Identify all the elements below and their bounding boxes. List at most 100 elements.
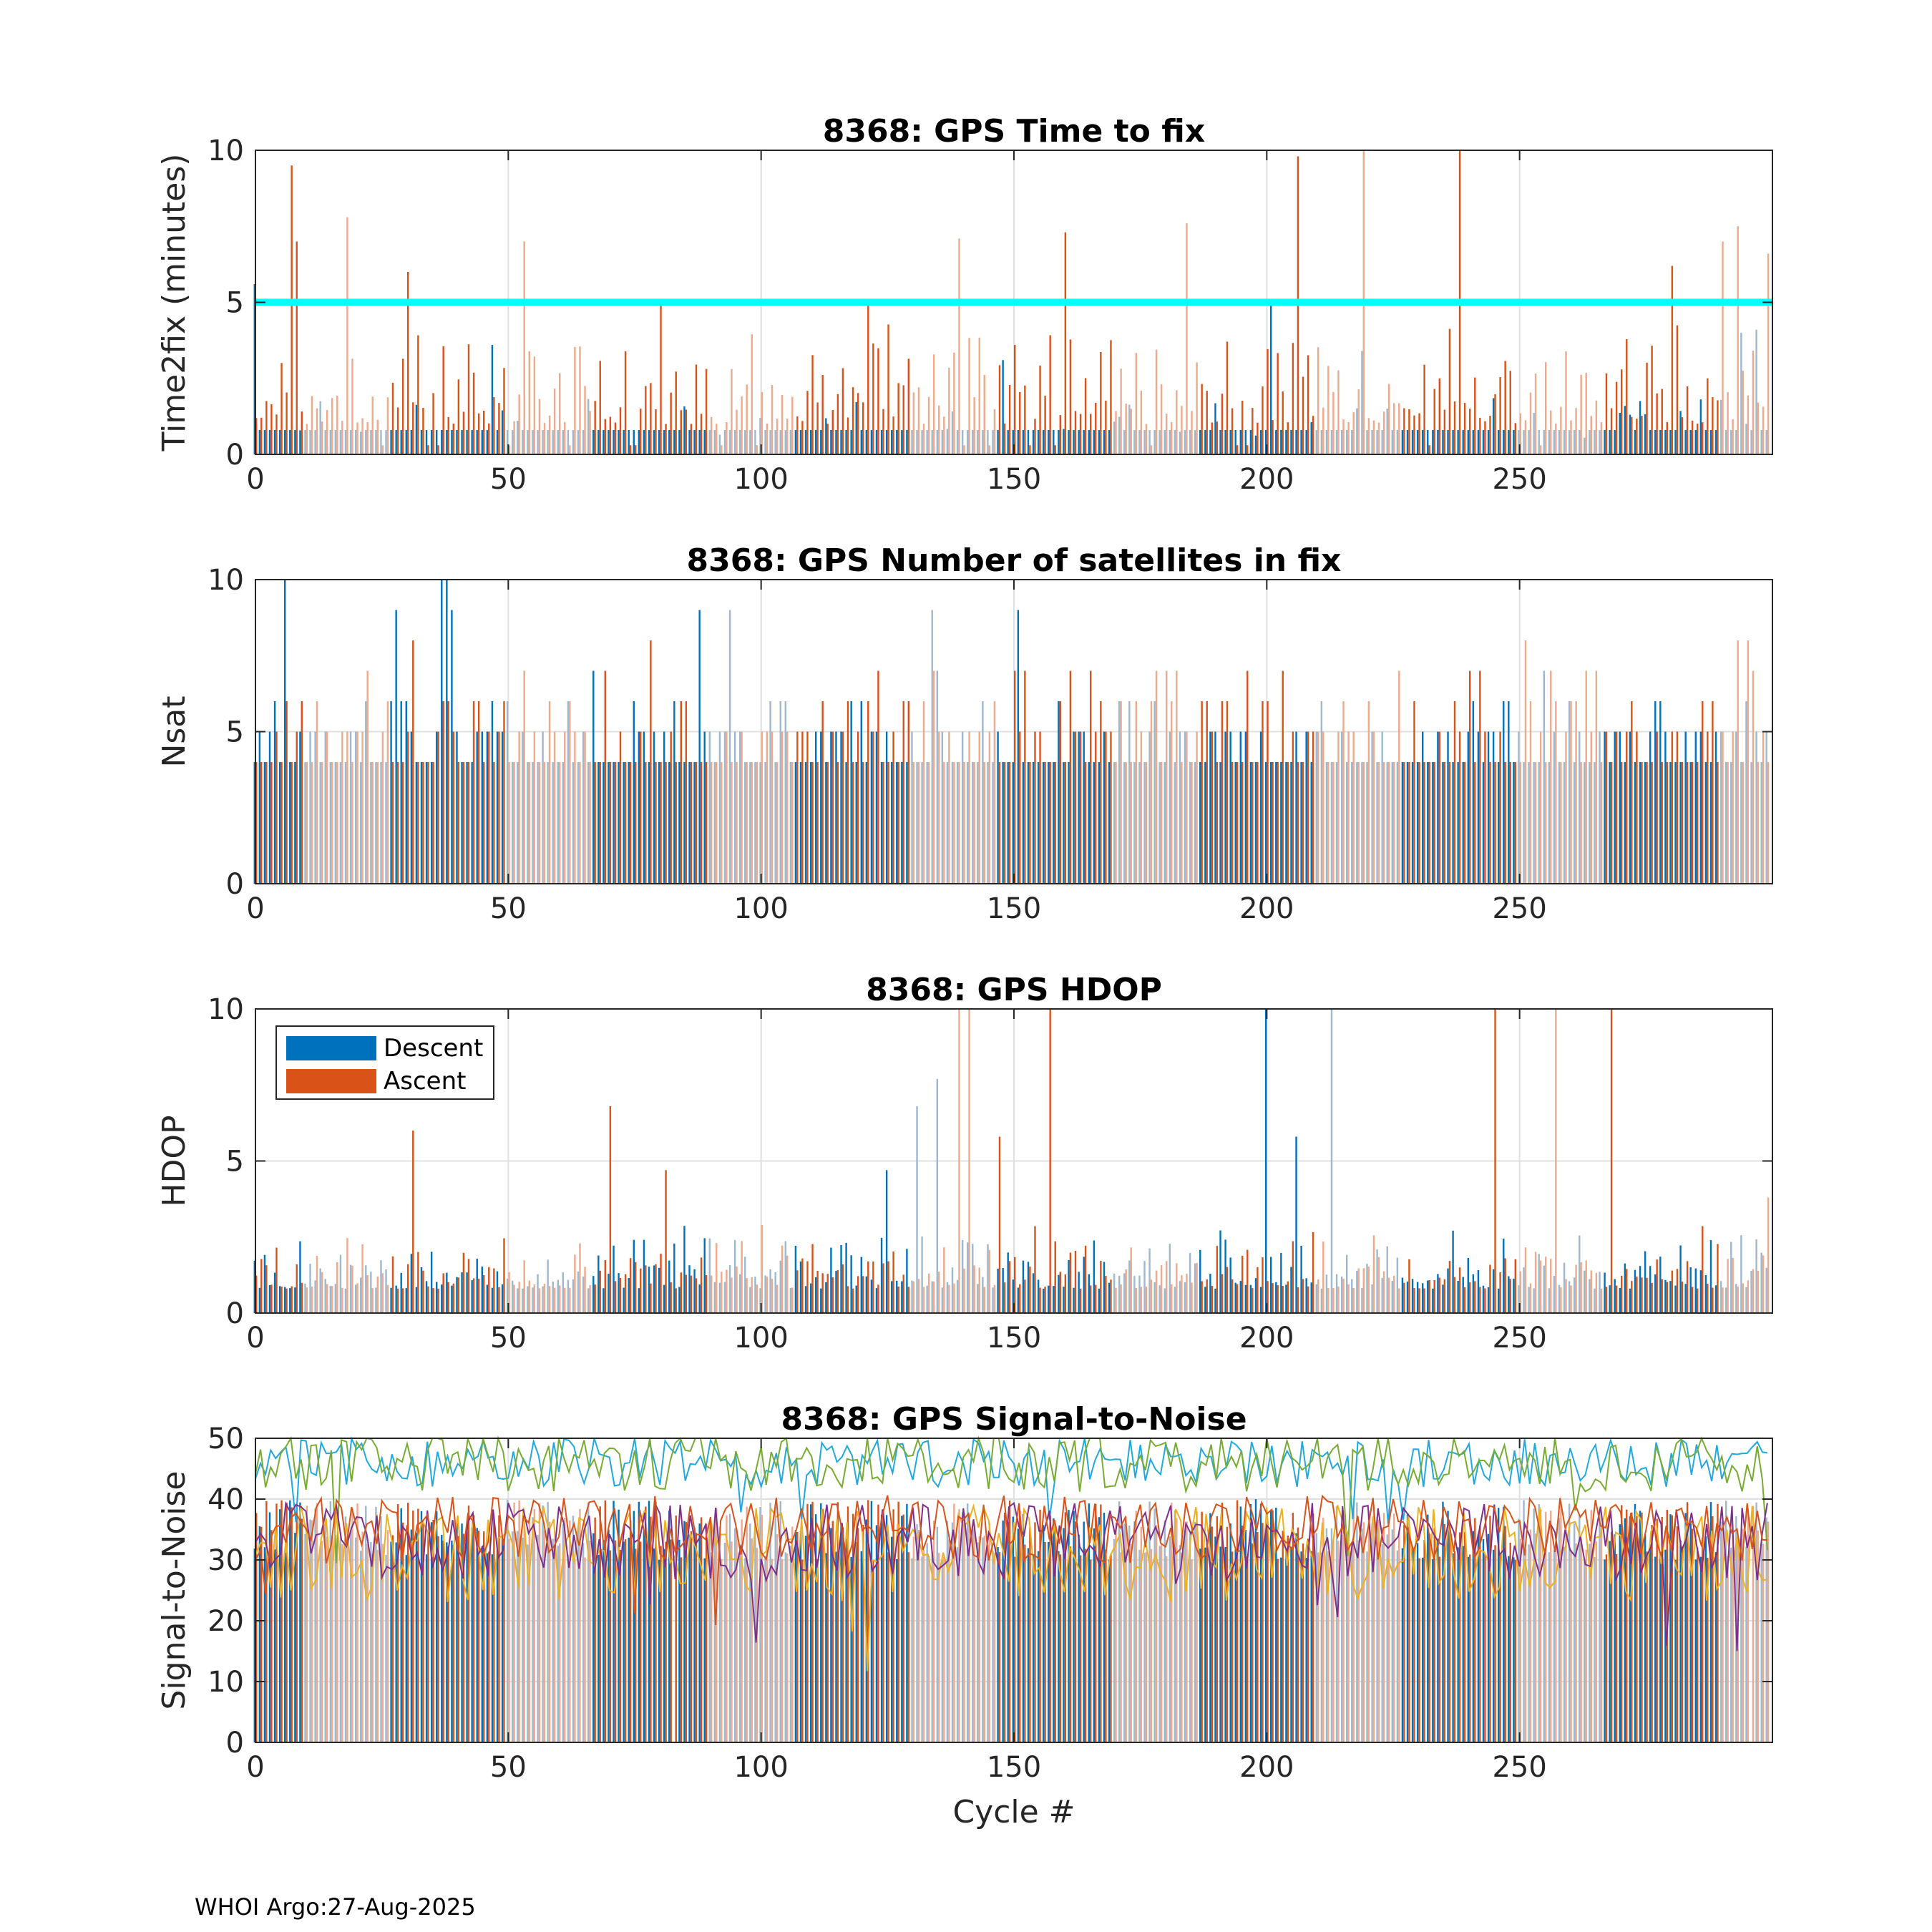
descent-bar	[1714, 430, 1717, 454]
series-line-sat3	[255, 1503, 1768, 1672]
ascent-bar	[1752, 1506, 1755, 1742]
descent-bar	[324, 1279, 326, 1313]
descent-bar	[809, 430, 812, 454]
ascent-bar	[1484, 731, 1486, 884]
ascent-bar	[1474, 1281, 1476, 1313]
descent-bar	[425, 430, 428, 454]
descent-bar	[405, 701, 407, 884]
ascent-bar	[513, 1502, 515, 1742]
descent-bar	[1113, 1538, 1116, 1742]
descent-bar	[896, 762, 898, 884]
ascent-bar	[670, 731, 672, 884]
ascent-bar	[836, 394, 839, 454]
descent-bar	[754, 762, 756, 884]
descent-bar	[319, 401, 321, 454]
descent-bar	[1275, 762, 1277, 884]
descent-bar	[1244, 1529, 1247, 1742]
ascent-bar	[1191, 762, 1193, 884]
descent-bar	[906, 1249, 908, 1313]
descent-bar	[1108, 1559, 1111, 1742]
descent-bar	[728, 1264, 731, 1313]
ascent-bar	[1661, 1279, 1663, 1313]
ascent-bar	[1347, 731, 1350, 884]
descent-bar	[1002, 762, 1004, 884]
ascent-bar	[321, 421, 323, 454]
ascent-bar	[746, 762, 748, 884]
ascent-bar	[938, 405, 940, 454]
descent-bar	[906, 1503, 908, 1742]
ascent-bar	[452, 423, 455, 454]
ascent-bar	[1211, 1285, 1214, 1313]
descent-bar	[395, 610, 397, 884]
descent-bar	[1063, 762, 1065, 884]
descent-bar	[1584, 1270, 1586, 1313]
ascent-bar	[675, 1288, 677, 1313]
descent-bar	[718, 1526, 721, 1742]
ascent-bar	[518, 1501, 520, 1742]
ascent-bar	[1453, 1277, 1456, 1313]
descent-bar	[253, 1260, 255, 1313]
series-line-sat1	[255, 1436, 1768, 1524]
descent-bar	[1169, 731, 1171, 884]
descent-bar	[1219, 430, 1221, 454]
ascent-bar	[766, 1546, 769, 1742]
ascent-bar	[1636, 419, 1638, 454]
ascent-bar	[690, 1531, 693, 1742]
descent-bar	[552, 762, 554, 884]
ascent-bar	[1479, 1525, 1481, 1742]
ascent-bar	[296, 1264, 298, 1313]
descent-bar	[845, 1538, 847, 1742]
descent-bar	[1113, 421, 1116, 454]
descent-bar	[703, 1238, 706, 1313]
ascent-bar	[396, 762, 399, 884]
ascent-bar	[1423, 1288, 1425, 1313]
ascent-bar	[255, 418, 258, 454]
ascent-bar	[1666, 762, 1669, 884]
descent-bar	[1037, 430, 1040, 454]
ascent-bar	[1226, 1267, 1229, 1313]
descent-bar	[481, 1546, 483, 1742]
descent-bar	[1589, 1279, 1591, 1313]
ascent-bar	[1029, 1527, 1031, 1742]
descent-bar	[1437, 430, 1439, 454]
descent-bar	[1604, 430, 1606, 454]
descent-bar	[1755, 329, 1757, 454]
ascent-bar	[645, 1506, 647, 1742]
descent-bar	[1599, 731, 1601, 884]
descent-bar	[1123, 1523, 1126, 1742]
ascent-bar	[1433, 1528, 1435, 1742]
descent-bar	[542, 731, 544, 884]
descent-bar	[972, 1244, 974, 1313]
descent-bar	[870, 1279, 873, 1313]
descent-bar	[395, 430, 397, 454]
descent-bar	[1639, 762, 1641, 884]
ascent-bar	[1458, 731, 1461, 884]
ascent-bar	[1509, 371, 1511, 454]
descent-bar	[435, 1282, 438, 1313]
ascent-bar	[1387, 384, 1390, 454]
descent-bar	[1224, 1239, 1226, 1313]
descent-bar	[537, 1274, 539, 1313]
descent-bar	[1669, 1281, 1672, 1313]
ascent-bar	[751, 762, 753, 884]
descent-bar	[1017, 1287, 1020, 1313]
ascent-bar	[1003, 1512, 1006, 1742]
descent-bar	[1118, 701, 1121, 884]
descent-bar	[1143, 762, 1146, 884]
ascent-bar	[1534, 762, 1537, 884]
descent-bar	[1604, 1559, 1606, 1742]
ascent-bar	[978, 1536, 980, 1742]
ascent-bar	[705, 762, 708, 884]
ascent-bar	[260, 1526, 263, 1742]
descent-bar	[956, 430, 959, 454]
descent-bar	[941, 1559, 944, 1742]
descent-bar	[1487, 430, 1490, 454]
ascent-bar	[897, 1286, 899, 1313]
descent-bar	[1053, 762, 1055, 884]
ascent-bar	[599, 1506, 601, 1742]
ascent-bar	[872, 731, 874, 884]
ascent-bar	[650, 1516, 652, 1742]
descent-bar	[860, 430, 862, 454]
descent-bar	[1264, 430, 1267, 454]
descent-bar	[1654, 430, 1657, 454]
